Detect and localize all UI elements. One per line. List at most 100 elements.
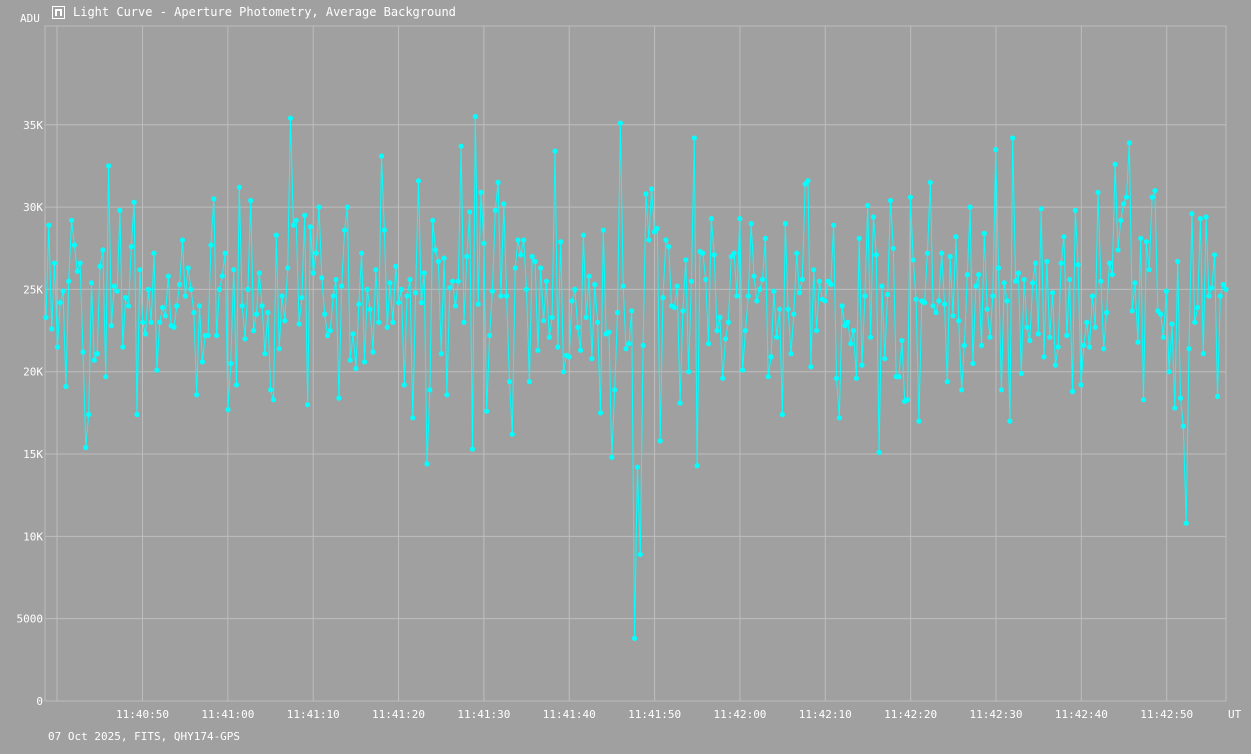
x-tick-label: 11:42:00 xyxy=(713,708,766,721)
data-point xyxy=(142,331,149,337)
data-point xyxy=(620,283,626,289)
data-point xyxy=(188,286,194,292)
data-point xyxy=(950,313,956,319)
data-point xyxy=(1175,258,1181,264)
data-point xyxy=(1069,388,1076,395)
y-tick-label: 15K xyxy=(23,448,43,461)
data-point xyxy=(273,232,279,238)
data-point xyxy=(560,369,567,375)
data-point xyxy=(663,237,669,243)
data-point xyxy=(51,260,58,266)
data-point xyxy=(922,300,928,306)
data-point xyxy=(700,250,706,256)
data-point xyxy=(1098,278,1104,284)
data-point xyxy=(609,454,615,460)
data-point xyxy=(737,216,743,222)
data-point xyxy=(316,204,322,210)
data-point xyxy=(691,135,697,141)
data-point xyxy=(49,326,55,332)
y-axis-label: ADU xyxy=(20,12,40,25)
data-point xyxy=(816,278,823,284)
data-point xyxy=(927,179,933,185)
data-point xyxy=(890,245,896,251)
x-tick-label: 11:42:30 xyxy=(970,708,1023,721)
data-point xyxy=(731,250,737,256)
data-point xyxy=(711,252,717,258)
data-point xyxy=(1095,189,1101,195)
data-point xyxy=(742,328,749,334)
data-point xyxy=(1169,321,1175,327)
data-point xyxy=(1081,342,1087,348)
data-point xyxy=(953,234,959,240)
y-tick-label: 5000 xyxy=(17,613,44,626)
data-point xyxy=(114,288,120,294)
series-layer xyxy=(43,113,1229,642)
data-point xyxy=(134,411,140,418)
data-point xyxy=(1149,194,1155,200)
data-point xyxy=(683,257,689,263)
data-point xyxy=(575,324,581,330)
data-point xyxy=(370,349,376,355)
data-point xyxy=(111,283,117,289)
data-point xyxy=(290,222,296,228)
data-point xyxy=(956,318,962,324)
data-point xyxy=(674,283,680,289)
data-point xyxy=(839,303,845,309)
data-point xyxy=(705,341,712,347)
data-point xyxy=(287,115,294,121)
data-point xyxy=(245,286,251,292)
data-point xyxy=(885,291,891,297)
chart-app-icon[interactable] xyxy=(52,5,65,19)
data-point xyxy=(387,280,393,286)
data-point xyxy=(1078,382,1084,388)
data-point xyxy=(185,265,191,271)
data-point xyxy=(1166,369,1172,375)
data-point xyxy=(268,387,274,393)
data-point xyxy=(390,319,396,325)
data-point xyxy=(145,286,151,292)
data-point xyxy=(276,346,282,352)
data-point xyxy=(708,216,714,222)
data-point xyxy=(879,283,885,289)
data-point xyxy=(868,334,874,340)
data-point xyxy=(461,319,467,325)
data-point xyxy=(427,387,433,393)
data-point xyxy=(660,295,666,301)
data-point xyxy=(299,295,305,301)
data-point xyxy=(1086,344,1093,350)
data-point xyxy=(1197,216,1203,222)
data-point xyxy=(748,221,754,227)
data-point xyxy=(407,276,413,283)
data-point xyxy=(1203,214,1209,220)
data-point xyxy=(205,332,211,339)
data-point xyxy=(518,252,524,258)
data-point xyxy=(364,286,370,292)
data-point xyxy=(1212,252,1218,258)
data-point xyxy=(478,189,484,195)
data-point xyxy=(805,178,811,184)
data-point xyxy=(492,207,498,213)
data-point xyxy=(740,367,746,373)
data-point xyxy=(450,278,456,284)
data-point xyxy=(137,267,143,273)
data-point xyxy=(1044,258,1050,264)
x-tick-label: 11:41:00 xyxy=(201,708,254,721)
data-point xyxy=(452,303,458,309)
data-point xyxy=(117,207,123,213)
data-point xyxy=(376,319,382,325)
data-point xyxy=(614,309,621,316)
data-point xyxy=(686,369,692,375)
data-point xyxy=(791,311,797,317)
data-point xyxy=(532,258,538,264)
data-point xyxy=(751,273,757,279)
data-point xyxy=(597,410,604,416)
data-point xyxy=(634,464,641,470)
data-point xyxy=(285,265,291,271)
data-point xyxy=(592,281,598,288)
data-point xyxy=(367,306,373,312)
data-point xyxy=(788,351,794,357)
data-point xyxy=(535,347,541,353)
data-point xyxy=(216,286,222,292)
x-tick-label: 11:41:30 xyxy=(457,708,510,721)
